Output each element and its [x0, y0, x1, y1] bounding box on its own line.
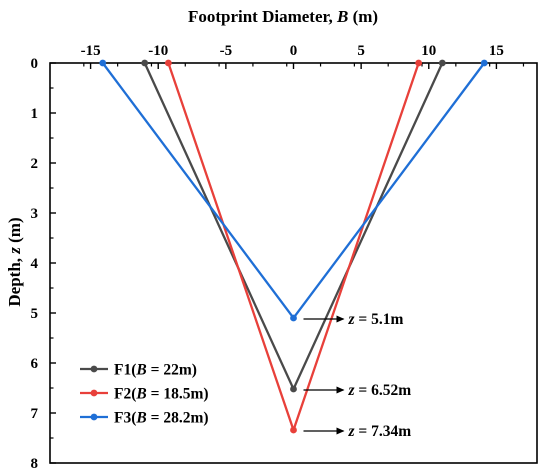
legend-close-paren: ) [203, 410, 208, 427]
legend-label-f1: F1(B = 22m) [114, 362, 197, 379]
legend-value: = 18.5m [147, 386, 204, 403]
annotation-label: z = 6.52m [348, 382, 412, 399]
legend-open-paren: ( [131, 386, 136, 403]
legend: F1(B = 22m)F2(B = 18.5m)F3(B = 28.2m) [80, 362, 209, 427]
annotation-label: z = 5.1m [348, 311, 404, 328]
legend-label-f2: F2(B = 18.5m) [114, 386, 209, 403]
legend-series-name: F2 [114, 386, 131, 403]
y-axis-title-prefix: Depth, [5, 254, 24, 307]
series-f2-point [290, 426, 297, 434]
legend-label-f3: F3(B = 28.2m) [114, 410, 209, 427]
annotation-value: = 7.34m [355, 423, 412, 440]
series-layer [99, 59, 488, 434]
y-ticks: 0 1 2 3 4 5 6 7 8 [31, 56, 56, 472]
x-tick-label: -5 [220, 43, 233, 59]
y-tick-label: 5 [31, 306, 39, 322]
svg-text:Depth, z (m): Depth, z (m) [5, 217, 24, 306]
x-tick-label: 5 [357, 43, 365, 59]
annotation-var: z [348, 311, 355, 328]
legend-var: B [135, 410, 146, 427]
x-ticks: -15 -10 -5 0 5 10 15 [81, 43, 525, 69]
legend-marker-f2 [90, 389, 98, 397]
series-f1-point [438, 59, 446, 67]
annotation-value: = 5.1m [355, 311, 404, 328]
series-f3-line [101, 62, 486, 320]
annotation-label: z = 7.34m [348, 423, 412, 440]
y-tick-label: 0 [31, 56, 39, 72]
x-axis-title-prefix: Footprint Diameter, [188, 7, 337, 26]
legend-var: B [135, 362, 146, 379]
series-f1-line [143, 62, 444, 392]
y-tick-label: 4 [31, 256, 39, 272]
x-axis-title: Footprint Diameter, B (m) [188, 7, 378, 26]
legend-var: B [135, 386, 146, 403]
series-f2-line [167, 62, 420, 434]
legend-close-paren: ) [203, 386, 208, 403]
legend-open-paren: ( [131, 410, 136, 427]
y-tick-label: 2 [31, 156, 39, 172]
series-f3-point [480, 59, 488, 67]
y-axis-title-suffix: (m) [5, 217, 24, 247]
annotation-var: z [348, 382, 355, 399]
legend-series-name: F1 [114, 362, 131, 379]
x-tick-label: 10 [421, 43, 436, 59]
y-tick-label: 8 [31, 456, 39, 472]
series-f2-point [164, 59, 172, 67]
y-axis-title-var: z [5, 247, 24, 255]
y-tick-label: 1 [31, 106, 39, 122]
legend-marker-f3 [90, 413, 98, 421]
x-tick-label: 15 [489, 43, 504, 59]
legend-series-name: F3 [114, 410, 131, 427]
y-tick-label: 3 [31, 206, 39, 222]
annotation-var: z [348, 423, 355, 440]
y-tick-label: 6 [31, 356, 39, 372]
plot-frame [49, 62, 538, 464]
series-f1-point [141, 59, 149, 67]
x-axis-title-var: B [336, 7, 348, 26]
series-f1-point [290, 385, 297, 393]
legend-marker-f1 [90, 365, 98, 373]
legend-value: = 22m [147, 362, 192, 379]
x-tick-label: -15 [81, 43, 101, 59]
y-axis-title: Depth, z (m) [5, 217, 24, 306]
y-tick-label: 7 [31, 406, 39, 422]
series-f3-point [99, 59, 107, 67]
annotation-value: = 6.52m [355, 382, 412, 399]
legend-close-paren: ) [192, 362, 197, 379]
x-axis-title-suffix: (m) [348, 7, 378, 26]
legend-value: = 28.2m [147, 410, 204, 427]
svg-text:Footprint Diameter, B (m): Footprint Diameter, B (m) [188, 7, 378, 26]
x-tick-label: -10 [148, 43, 168, 59]
series-f3-point [290, 314, 297, 322]
legend-open-paren: ( [131, 362, 136, 379]
x-tick-label: 0 [290, 43, 298, 59]
series-f2-point [415, 59, 423, 67]
